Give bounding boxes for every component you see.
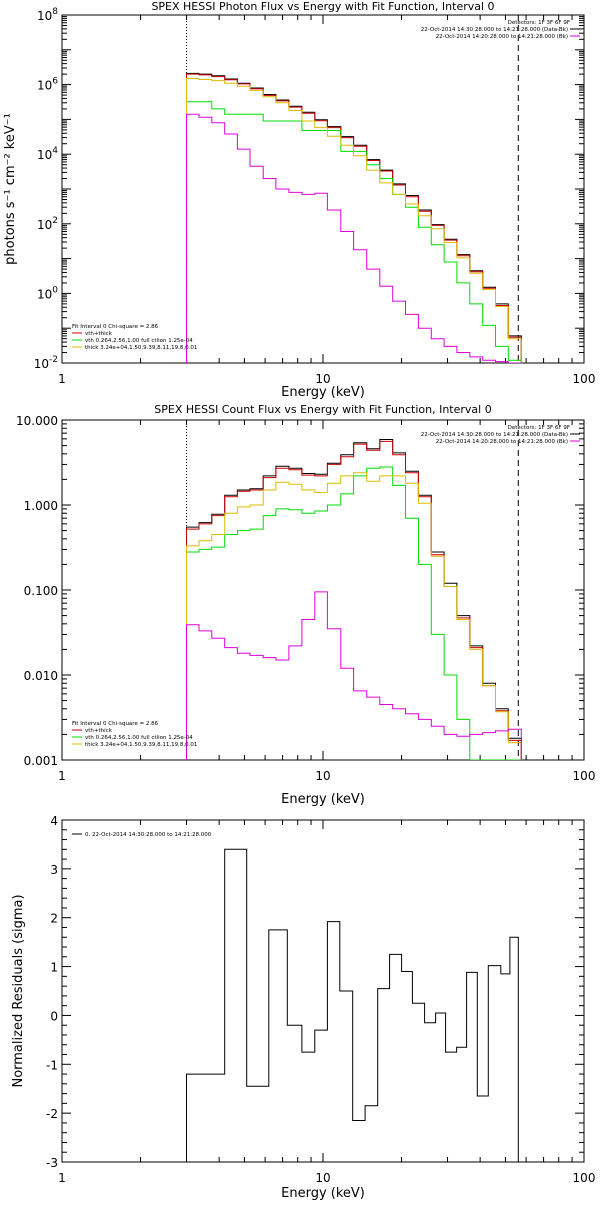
- top-legend-heading: Detectors: 1F 3F 6F 9F: [508, 425, 570, 431]
- legend-heading: Fit Interval 0 Chi-square = 2.86: [72, 721, 159, 727]
- y-tick-exponent: 4: [52, 146, 58, 156]
- x-tick-label: 100: [573, 769, 596, 783]
- y-tick-exponent: -2: [49, 355, 58, 365]
- y-tick-exponent: 8: [52, 7, 58, 17]
- x-tick-label: 10: [315, 1171, 330, 1185]
- y-tick-base: 10: [37, 9, 52, 23]
- y-tick-label: 104: [37, 146, 58, 162]
- legend-item: vth+thick: [85, 728, 113, 734]
- x-axis-label: Energy (keV): [281, 1186, 365, 1200]
- y-tick-exponent: 6: [52, 77, 58, 87]
- x-axis-label: Energy (keV): [281, 792, 365, 807]
- legend: Fit Interval 0 Chi-square = 2.86vth+thic…: [72, 721, 197, 748]
- series-line-vth: [186, 466, 522, 760]
- y-tick-label: 10.000: [16, 414, 58, 428]
- chart-title: SPEX HESSI Count Flux vs Energy with Fit…: [154, 403, 491, 416]
- x-tick-label: 100: [573, 372, 596, 386]
- y-tick-label: 4: [50, 814, 58, 828]
- chart-title: SPEX HESSI Photon Flux vs Energy with Fi…: [151, 0, 494, 13]
- legend-item: vth 0.264,2.56,1.00 full ctlion 1.25e-04: [85, 735, 193, 741]
- top-legend-item: 22-Oct-2014 14:30:28.000 to 14:21:28.000…: [421, 27, 568, 33]
- x-tick-label: 1: [58, 769, 66, 783]
- top-legend-item: 22-Oct-2014 14:30:28.000 to 14:21:28.000…: [421, 432, 568, 438]
- y-tick-base: 10: [34, 357, 49, 371]
- y-tick-label: 106: [37, 77, 58, 93]
- legend-item: thick 3.24e+04,1.50,9.39,8.11,19.8,0.01: [85, 345, 197, 351]
- data-layer: [186, 848, 519, 1162]
- series-line-background: [186, 113, 522, 363]
- y-tick-label: 108: [37, 7, 58, 23]
- y-tick-label: -2: [46, 1107, 58, 1121]
- y-tick-base: 10: [37, 79, 52, 93]
- top-legend-heading: Detectors: 1F 3F 6F 9F: [508, 20, 570, 26]
- y-tick-label: -1: [46, 1058, 58, 1072]
- y-tick-base: 10: [37, 148, 52, 162]
- y-tick-exponent: 0: [52, 285, 58, 295]
- chart-panel-3: 1 10 100 -3 -2 -1 0 1 2 3 4 Energy (keV) Normalized …: [11, 814, 596, 1201]
- x-tick-label: 10: [315, 372, 330, 386]
- legend-item: 0. 22-Oct-2014 14:30:28.000 to 14:21:28.…: [85, 832, 212, 838]
- y-tick-label: -3: [46, 1156, 58, 1170]
- chart-panel-2: 1 10 100 0.001 0.010 0.100 1.000 10.000 SPEX HES…: [16, 403, 595, 807]
- series-line-thick: [186, 472, 522, 760]
- y-tick-label: 10-2: [34, 355, 58, 371]
- y-tick-label: 0.001: [24, 754, 58, 768]
- top-legend-item: 22-Oct-2014 14:20:28.000 to 14:21:28.000…: [436, 34, 568, 40]
- top-legend-item: 22-Oct-2014 14:20:28.000 to 14:21:28.000…: [436, 439, 568, 445]
- y-tick-label: 0.010: [24, 669, 58, 683]
- x-tick-label: 100: [573, 1171, 596, 1185]
- y-tick-label: 3: [50, 863, 58, 877]
- y-tick-label: 1: [50, 961, 58, 975]
- y-tick-label: 102: [37, 216, 58, 232]
- plot-frame: [61, 819, 585, 1163]
- y-tick-base: 10: [37, 218, 52, 232]
- legend-item: thick 3.24e+04,1.50,9.39,8.11,19.8,0.01: [85, 742, 197, 748]
- y-tick-label: 0: [50, 1009, 58, 1023]
- y-tick-label: 0.100: [24, 584, 58, 598]
- data-layer: [186, 72, 522, 363]
- legend-heading: Fit Interval 0 Chi-square = 2.86: [72, 324, 159, 330]
- x-tick-label: 10: [315, 769, 330, 783]
- plot-frame: [61, 14, 585, 364]
- y-axis-label: Normalized Residuals (sigma): [11, 894, 26, 1087]
- x-axis-label: Energy (keV): [281, 385, 365, 400]
- y-tick-label: 1.000: [24, 499, 58, 513]
- legend-item: vth 0.264,2.56,1.00 full ctlion 1.25e-04: [85, 338, 193, 344]
- y-tick-label: 100: [37, 285, 58, 301]
- series-line-background: [186, 591, 522, 760]
- legend: 0. 22-Oct-2014 14:30:28.000 to 14:21:28.…: [72, 832, 212, 838]
- series-line-data: [186, 848, 519, 1162]
- y-axis-label: photons s⁻¹ cm⁻² keV⁻¹: [3, 113, 18, 265]
- x-tick-label: 1: [58, 372, 66, 386]
- legend: Fit Interval 0 Chi-square = 2.86vth+thic…: [72, 324, 197, 351]
- y-tick-base: 10: [37, 287, 52, 301]
- y-tick-exponent: 2: [52, 216, 58, 226]
- legend-item: vth+thick: [85, 331, 113, 337]
- x-tick-label: 1: [58, 1171, 66, 1185]
- data-layer: [186, 439, 522, 760]
- series-line-thick: [186, 78, 522, 363]
- y-tick-label: 2: [50, 912, 58, 926]
